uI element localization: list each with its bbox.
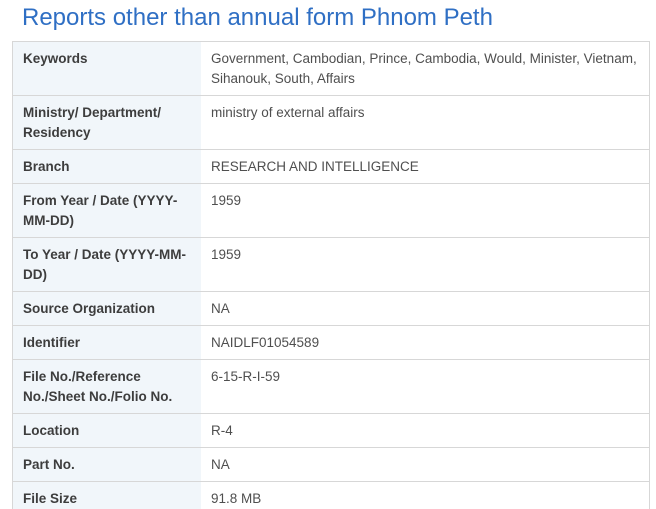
metadata-rows: Keywords Government, Cambodian, Prince, … [13,42,649,509]
table-row: To Year / Date (YYYY-MM-DD) 1959 [13,238,649,292]
row-value: Government, Cambodian, Prince, Cambodia,… [201,42,649,95]
table-row: Keywords Government, Cambodian, Prince, … [13,42,649,96]
table-row: Identifier NAIDLF01054589 [13,326,649,360]
table-row: File No./Reference No./Sheet No./Folio N… [13,360,649,414]
table-row: File Size 91.8 MB [13,482,649,509]
row-value: R-4 [201,414,649,447]
row-label: File No./Reference No./Sheet No./Folio N… [13,360,201,413]
table-row: Part No. NA [13,448,649,482]
metadata-table: Keywords Government, Cambodian, Prince, … [12,41,650,509]
table-row: Ministry/ Department/ Residency ministry… [13,96,649,150]
row-value: NA [201,292,649,325]
row-label: Location [13,414,201,447]
row-label: Ministry/ Department/ Residency [13,96,201,149]
row-value: 1959 [201,238,649,291]
row-value: 1959 [201,184,649,237]
table-row: From Year / Date (YYYY-MM-DD) 1959 [13,184,649,238]
row-label: File Size [13,482,201,509]
row-value: 6-15-R-I-59 [201,360,649,413]
row-value: RESEARCH AND INTELLIGENCE [201,150,649,183]
row-label: Branch [13,150,201,183]
row-label: Part No. [13,448,201,481]
row-label: Keywords [13,42,201,95]
row-value: NAIDLF01054589 [201,326,649,359]
row-label: Source Organization [13,292,201,325]
table-row: Branch RESEARCH AND INTELLIGENCE [13,150,649,184]
row-label: From Year / Date (YYYY-MM-DD) [13,184,201,237]
row-value: 91.8 MB [201,482,649,509]
table-row: Source Organization NA [13,292,649,326]
table-row: Location R-4 [13,414,649,448]
row-value: NA [201,448,649,481]
row-label: Identifier [13,326,201,359]
row-label: To Year / Date (YYYY-MM-DD) [13,238,201,291]
page-title: Reports other than annual form Phnom Pet… [22,4,493,31]
row-value: ministry of external affairs [201,96,649,149]
